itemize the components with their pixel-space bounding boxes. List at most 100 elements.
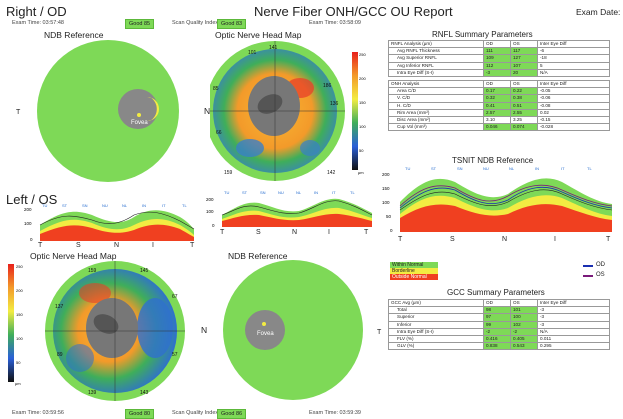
table-row: V. C/D 0.32 0.38 -0.06 [388, 94, 610, 103]
table-row: GCC Avg (μm) OD OS Inter Eye Diff [388, 298, 610, 308]
tsnit-x-t2: T [606, 236, 611, 243]
od-legend-line [583, 265, 593, 267]
mini-od-sec-tl: TL [350, 190, 355, 195]
mini-od-sec-it: IT [332, 190, 336, 195]
os-ndb-t-label: T [377, 329, 382, 336]
od-onh-map: 141 186 136 142 159 66 85 101 250 200 15… [210, 41, 366, 181]
mini-od-sec-in: IN [314, 190, 318, 195]
tsnit-sec-sn: SN [457, 166, 463, 171]
os-legend-line [583, 275, 593, 277]
od-cb-150: 150 [359, 100, 366, 105]
od-cb-50: 50 [359, 148, 364, 153]
os-onh-val-bottom: 143 [140, 390, 149, 396]
rnfl-summary-title: RNFL Summary Parameters [432, 30, 533, 39]
od-cb-unit: μm [358, 170, 364, 175]
od-onh-val-bottom-left: 66 [216, 130, 222, 136]
mini-od-x-s: S [256, 229, 261, 236]
tsnit-title: TSNIT NDB Reference [452, 156, 534, 165]
od-onh-val-bottom: 159 [224, 170, 233, 176]
table-row: Rim Area (mm²) 2.57 2.55 0.02 [388, 108, 610, 118]
table-row: GLV (%) 0.838 0.543 0.295 [388, 342, 610, 351]
tsnit-x-s: S [450, 236, 455, 243]
mini-os-ytick-100: 100 [24, 221, 32, 226]
mini-os-sec-tl: TL [182, 203, 187, 208]
os-onh-map: 250 200 150 100 50 μm 159 145 67 57 143 … [8, 261, 185, 401]
mini-od-x-t2: T [364, 229, 369, 236]
os-scan-quality-label: Scan Quality Index [172, 410, 219, 416]
os-cb-150: 150 [16, 312, 23, 317]
table-row: Total 98 101 -3 [388, 306, 610, 315]
mini-os-sec-in: IN [142, 203, 146, 208]
os-onh-val-top-left: 137 [55, 304, 64, 310]
mini-os-sec-it: IT [162, 203, 166, 208]
legend-within-normal: Within Normal [390, 262, 438, 268]
table-row: Area C/D 0.17 0.22 -0.05 [388, 87, 610, 96]
od-scan-quality-label: Scan Quality Index [172, 20, 219, 26]
od-ndb-title: NDB Reference [44, 30, 104, 40]
od-quality-badge-1: Good 85 [125, 19, 155, 29]
gcc-table: GCC Avg (μm) OD OS Inter Eye Diff Total … [388, 298, 610, 351]
mini-os-x-i: I [152, 242, 154, 249]
tsnit-x-i: I [554, 236, 556, 243]
table-row: Inferior 99 102 -3 [388, 320, 610, 329]
od-onh-val-top-right: 186 [323, 83, 332, 89]
os-onh-val-top: 159 [88, 268, 97, 274]
od-onh-n-label: N [204, 106, 211, 116]
os-onh-title: Optic Nerve Head Map [30, 251, 117, 261]
os-onh-val-top-right: 145 [140, 268, 149, 274]
table-row: ONH Analysis OD OS Inter Eye Diff [388, 80, 610, 89]
mini-os-x-n: N [114, 242, 120, 249]
tsnit-x-t1: T [398, 236, 403, 243]
os-quality-badge-1: Good 80 [125, 409, 155, 419]
od-onh-val-left: 85 [213, 86, 219, 92]
mini-od-ytick-100: 100 [206, 209, 214, 214]
os-mini-tsnit-graph: 200 100 0 [24, 204, 195, 242]
mini-os-sec-nl: NL [122, 203, 128, 208]
mini-os-sec-nu: NU [102, 203, 108, 208]
mini-od-sec-nl: NL [296, 190, 302, 195]
os-onh-val-bottom-left: 139 [88, 390, 97, 396]
od-onh-val-bottom-right: 142 [327, 170, 336, 176]
mini-os-x-t1: T [38, 242, 43, 249]
tsnit-sec-st: ST [431, 166, 437, 171]
tsnit-sec-tl: TL [587, 166, 592, 171]
mini-od-sec-nu: NU [278, 190, 284, 195]
table-row: H. C/D 0.41 0.51 -0.08 [388, 101, 610, 110]
tsnit-ytick-100: 100 [382, 200, 390, 205]
od-mini-tsnit-graph: 200 100 0 [206, 195, 373, 228]
left-eye-label: Left / OS [6, 192, 58, 207]
os-cb-200: 200 [16, 288, 23, 293]
os-onh-val-bottom-right: 57 [172, 352, 178, 358]
tsnit-ytick-0: 0 [390, 228, 393, 233]
mini-os-ytick-200: 200 [24, 207, 32, 212]
mini-od-ytick-200: 200 [206, 197, 214, 202]
os-cb-unit: μm [15, 381, 21, 386]
onh-analysis-table: ONH Analysis OD OS Inter Eye Diff Area C… [388, 80, 610, 132]
tsnit-ytick-150: 150 [382, 186, 390, 191]
od-cb-100: 100 [359, 124, 366, 129]
mini-od-sec-st: ST [242, 190, 248, 195]
right-eye-label: Right / OD [6, 4, 67, 19]
od-cb-250: 250 [359, 52, 366, 57]
od-onh-val-right: 136 [330, 101, 339, 107]
os-exam-time-right: Exam Time: 03:59:39 [309, 410, 361, 416]
od-legend-label: OD [596, 262, 605, 268]
od-cb-200: 200 [359, 76, 366, 81]
mini-os-sec-sn: SN [82, 203, 88, 208]
os-onh-val-left: 89 [57, 352, 63, 358]
table-row: Intra Eye Diff (S-I) -3 20 N/A [388, 68, 610, 78]
od-quality-badge-2: Good 83 [217, 19, 247, 29]
mini-os-x-t2: T [190, 242, 195, 249]
os-mini-sector-labels: TU ST SN NU NL IN IT TL [40, 203, 194, 209]
od-onh-title: Optic Nerve Head Map [215, 30, 302, 40]
os-fovea-label: Fovea [257, 331, 274, 337]
od-onh-val-top-left: 101 [248, 50, 257, 56]
os-ndb-n-label: N [201, 325, 208, 335]
mini-od-sec-sn: SN [260, 190, 266, 195]
os-cb-50: 50 [16, 360, 21, 365]
os-exam-time-left: Exam Time: 03:59:56 [12, 410, 64, 416]
rnfl-analysis-table: RNFL Analysis (μm) OD OS Inter Eye Diff … [388, 39, 610, 78]
report-title: Nerve Fiber ONH/GCC OU Report [254, 4, 453, 19]
os-cb-250: 250 [16, 264, 23, 269]
mini-od-x-n: N [292, 229, 298, 236]
